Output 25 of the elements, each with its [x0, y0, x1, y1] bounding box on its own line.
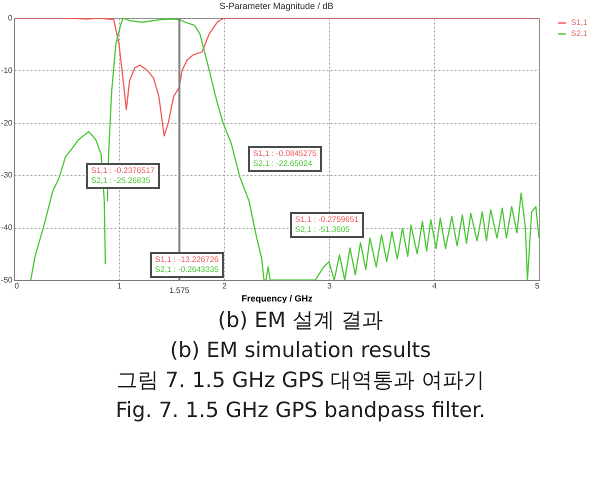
y-tick-label: 0: [8, 14, 14, 22]
annotation: S1,1 : -0.2759651 S2,1 : -51.3605: [295, 215, 359, 235]
text: (b) EM 설계 결과: [216, 307, 384, 334]
y-tick-label: -20: [0, 118, 14, 128]
x-tick-label: 4: [432, 282, 438, 290]
x-axis-title: Frequency / GHz: [241, 294, 314, 304]
y-tick-label: -40: [0, 223, 14, 232]
annotation: S1,1 : -0.0845275 S2,1 : -22.65024: [253, 149, 317, 169]
chart-title: S-Parameter Magnitude / dB: [219, 1, 334, 11]
legend-label: S2,1: [571, 29, 588, 38]
x-tick-label: 3: [327, 282, 332, 290]
text: (b) EM simulation results: [169, 337, 432, 364]
x-tick-label: 0: [14, 282, 20, 290]
annotation: S1,1 : -0.2376517 S2,1 : -25.26835: [91, 166, 155, 186]
y-tick-label: -10: [0, 66, 14, 75]
legend-label: S1,1: [571, 18, 588, 27]
x-tick-label: 2: [222, 282, 228, 290]
x-tick-label: 1: [117, 282, 122, 290]
caption: 그림 7. 1.5 GHz GPS 대역통과 여파기: [116, 367, 486, 394]
y-tick-label: -50: [0, 276, 14, 284]
ref-line-label: 1.575: [169, 286, 190, 295]
y-tick-label: -30: [0, 170, 14, 180]
annotation: S1,1 : -13.226726 S2,1 : -0.2643335: [155, 255, 219, 275]
x-tick-label: 5: [535, 282, 540, 290]
caption: Fig. 7. 1.5 GHz GPS bandpass filter.: [114, 397, 486, 424]
